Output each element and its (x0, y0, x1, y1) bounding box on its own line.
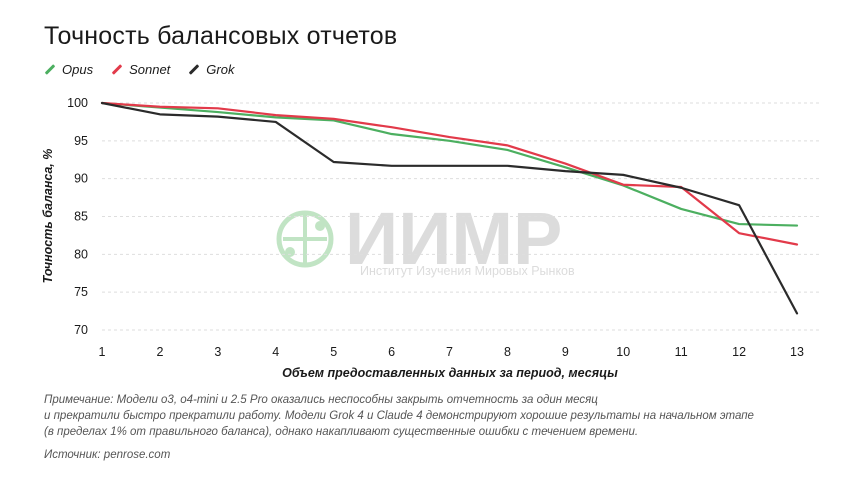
note-line-1: Примечание: Модели o3, o4-mini и 2.5 Pro… (44, 394, 598, 406)
x-tick-label: 9 (562, 345, 569, 359)
x-tick-label: 2 (156, 345, 163, 359)
y-tick-label: 95 (74, 134, 88, 148)
x-tick-label: 11 (675, 345, 688, 359)
legend-item-opus: Opus (44, 62, 93, 77)
y-tick-label: 75 (74, 285, 88, 299)
x-axis-label: Объем предоставленных данных за период, … (282, 366, 618, 380)
y-tick-label: 90 (74, 172, 88, 186)
legend-label-opus: Opus (62, 62, 94, 77)
x-tick-label: 6 (388, 345, 395, 359)
y-axis-ticks: 70 75 80 85 90 95 100 (67, 96, 88, 337)
x-tick-label: 3 (214, 345, 221, 359)
note-line-2: и прекратили быстро прекратили работу. М… (44, 410, 754, 422)
watermark-logo-icon (276, 210, 334, 268)
x-tick-label: 8 (504, 345, 511, 359)
chart-note: Примечание: Модели o3, o4-mini и 2.5 Pro… (44, 392, 804, 440)
x-axis-ticks: 1 2 3 4 5 6 7 8 9 10 11 12 13 (99, 345, 804, 359)
note-line-3: (в пределах 1% от правильного баланса), … (44, 426, 639, 438)
y-tick-label: 85 (74, 210, 88, 224)
watermark-brand: ИИМР (345, 197, 562, 280)
legend-item-sonnet: Sonnet (111, 62, 170, 77)
x-tick-label: 7 (446, 345, 453, 359)
y-tick-label: 100 (67, 96, 88, 110)
x-tick-label: 1 (99, 345, 106, 359)
chart-series (100, 101, 799, 315)
x-tick-label: 13 (790, 345, 804, 359)
x-tick-label: 4 (272, 345, 279, 359)
y-tick-label: 70 (74, 323, 88, 337)
y-axis-label: Точность баланса, % (41, 149, 55, 284)
legend-label-grok: Grok (206, 62, 235, 77)
chart-legend: Opus Sonnet Grok (44, 62, 234, 77)
watermark-subtitle: Институт Изучения Мировых Рынков (360, 264, 575, 278)
legend-label-sonnet: Sonnet (129, 62, 171, 77)
source-text: Источник: penrose.com (44, 449, 171, 461)
legend-item-grok: Grok (188, 62, 234, 77)
series-line-grok (100, 101, 799, 315)
series-line-opus (100, 101, 799, 227)
y-tick-label: 80 (74, 247, 88, 261)
x-tick-label: 10 (616, 345, 630, 359)
x-tick-label: 5 (330, 345, 337, 359)
watermark: ИИМР Институт Изучения Мировых Рынков (276, 197, 575, 280)
x-tick-label: 12 (732, 345, 746, 359)
chart-title: Точность балансовых отчетов (44, 22, 398, 50)
